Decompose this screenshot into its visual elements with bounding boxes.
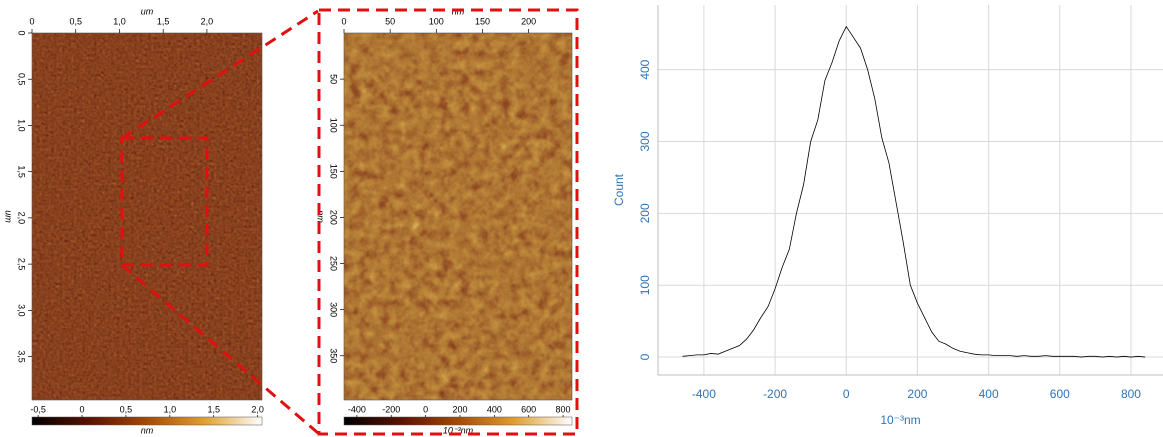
y-tick-label: 1,0 <box>17 119 27 132</box>
colorbar-tick-label: 0 <box>80 404 85 414</box>
x-tick-label: 200 <box>521 16 536 26</box>
y-tick-label: 1,5 <box>17 165 27 178</box>
x-tick-label: 1,5 <box>157 16 170 26</box>
x-tick-label: 0 <box>29 16 34 26</box>
x-tick-label: 1,0 <box>113 16 126 26</box>
colorbar <box>343 416 573 426</box>
x-tick-label: 0 <box>341 16 346 26</box>
x-axis-label: um <box>141 6 154 16</box>
colorbar-tick-label: 0 <box>423 404 428 414</box>
y-tick-label: 0 <box>638 353 652 360</box>
y-tick-label: 0,5 <box>17 73 27 86</box>
zoom-line <box>121 263 319 435</box>
x-tick-label: 200 <box>907 387 927 401</box>
y-tick-label: 400 <box>638 59 652 79</box>
y-tick-label: 300 <box>329 302 339 317</box>
colorbar-tick-label: 200 <box>452 404 467 414</box>
y-tick-label: 150 <box>329 164 339 179</box>
y-axis-label: um <box>4 210 14 223</box>
y-tick-label: 50 <box>329 74 339 84</box>
y-axis-label: nm <box>316 210 326 223</box>
y-tick-label: 200 <box>329 210 339 225</box>
y-tick-label: 200 <box>638 203 652 223</box>
y-tick-label: 350 <box>329 348 339 363</box>
colorbar-tick-label: 2,0 <box>251 404 264 414</box>
y-tick-label: 100 <box>638 275 652 295</box>
x-tick-label: -400 <box>692 387 716 401</box>
histogram-line <box>682 25 1146 358</box>
y-tick-label: 250 <box>329 256 339 271</box>
afm-image <box>32 33 262 400</box>
colorbar-tick-label: 600 <box>521 404 536 414</box>
x-axis-label: 10⁻³nm <box>880 413 920 427</box>
x-tick-label: 150 <box>475 16 490 26</box>
y-tick-label: 100 <box>329 118 339 133</box>
y-tick-label: 3,0 <box>17 304 27 317</box>
y-tick-label: 3,5 <box>17 350 27 363</box>
zoom-frame <box>317 8 579 436</box>
colorbar <box>31 416 263 426</box>
afm-image <box>344 33 572 400</box>
y-axis-label: Count <box>612 173 626 206</box>
x-tick-label: 400 <box>979 387 999 401</box>
y-tick-label: 2,0 <box>17 212 27 225</box>
colorbar-label: 10⁻³nm <box>443 425 474 435</box>
colorbar-tick-label: 0,5 <box>120 404 133 414</box>
colorbar-tick-label: 400 <box>487 404 502 414</box>
y-tick-label: 300 <box>638 131 652 151</box>
x-tick-label: 0,5 <box>69 16 82 26</box>
colorbar-tick-label: 800 <box>556 404 571 414</box>
colorbar-tick-label: 1,0 <box>164 404 177 414</box>
x-tick-label: 600 <box>1050 387 1070 401</box>
colorbar-tick-label: -200 <box>382 404 400 414</box>
image-frame <box>343 32 573 401</box>
y-tick-label: 0 <box>17 30 27 35</box>
x-tick-label: -200 <box>763 387 787 401</box>
image-frame <box>31 32 263 401</box>
colorbar-tick-label: -0,5 <box>30 404 46 414</box>
x-tick-label: 800 <box>1121 387 1141 401</box>
x-tick-label: 0 <box>843 387 850 401</box>
x-tick-label: 2,0 <box>201 16 214 26</box>
colorbar-tick-label: 1,5 <box>207 404 220 414</box>
zoom-line <box>121 9 319 140</box>
x-tick-label: 50 <box>385 16 395 26</box>
colorbar-tick-label: -400 <box>348 404 366 414</box>
x-tick-label: 100 <box>429 16 444 26</box>
zoom-line <box>120 136 209 267</box>
colorbar-label: nm <box>141 425 154 435</box>
y-tick-label: 2,5 <box>17 258 27 271</box>
zoom-indicator <box>120 8 579 436</box>
